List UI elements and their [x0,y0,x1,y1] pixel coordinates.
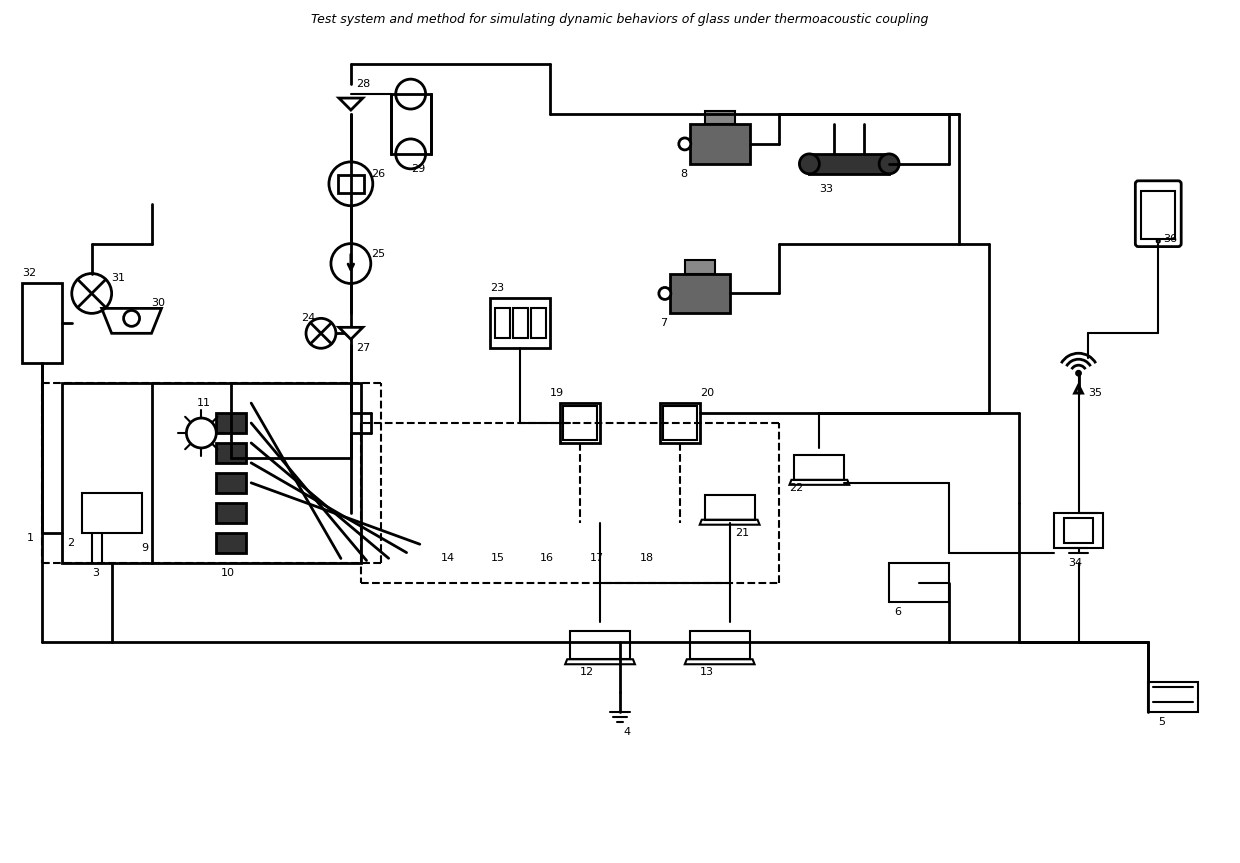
Bar [22,283,62,363]
Bar [889,563,949,602]
Text: 13: 13 [699,667,714,677]
Bar [496,308,511,338]
Polygon shape [339,98,363,110]
Bar [689,124,750,164]
Text: 17: 17 [590,552,604,563]
Bar [1148,682,1198,712]
Bar [810,154,889,173]
Text: 3: 3 [92,568,99,577]
Bar [339,174,363,192]
Text: 16: 16 [541,552,554,563]
Circle shape [678,138,691,150]
Bar [795,456,844,480]
Text: 19: 19 [551,388,564,398]
Text: 32: 32 [22,268,36,279]
Polygon shape [339,327,363,339]
Text: 7: 7 [660,318,667,328]
Text: 28: 28 [356,79,370,89]
Text: 23: 23 [490,283,505,293]
Bar [62,383,361,563]
Text: 21: 21 [734,527,749,538]
Bar [704,495,755,520]
Text: 36: 36 [1163,234,1177,243]
Bar [560,403,600,443]
Bar [704,110,734,124]
Text: 2: 2 [67,538,74,548]
Text: 26: 26 [371,169,384,179]
Circle shape [658,287,671,299]
Polygon shape [1075,385,1083,394]
Text: 25: 25 [371,249,384,259]
Bar [1064,518,1094,543]
Text: 5: 5 [1158,717,1166,727]
Text: 8: 8 [680,169,687,179]
Text: 12: 12 [580,667,594,677]
Text: 24: 24 [301,313,315,324]
Text: 18: 18 [640,552,653,563]
Bar [216,473,247,493]
Text: 34: 34 [1069,557,1083,568]
Text: 4: 4 [622,727,630,737]
Bar [216,503,247,523]
Text: 29: 29 [410,164,425,173]
Bar [1054,513,1104,548]
Text: 6: 6 [894,608,901,617]
Text: 15: 15 [490,552,505,563]
Bar [531,308,547,338]
Text: 9: 9 [141,543,149,552]
Bar [216,532,247,552]
Text: 1: 1 [27,532,33,543]
Bar [663,406,697,440]
Circle shape [1076,371,1080,375]
Bar [689,632,750,659]
Bar [660,403,699,443]
Text: 30: 30 [151,299,165,308]
Text: 27: 27 [356,343,370,353]
FancyBboxPatch shape [1136,181,1182,247]
Circle shape [800,154,820,173]
Bar [570,632,630,659]
Text: 11: 11 [196,398,211,408]
Bar [513,308,528,338]
Bar [216,443,247,463]
Text: 20: 20 [699,388,714,398]
Text: 14: 14 [440,552,455,563]
Bar [82,493,141,532]
Bar [670,274,729,313]
Bar [490,299,551,349]
Text: 35: 35 [1089,388,1102,398]
Text: 33: 33 [820,184,833,194]
Text: Test system and method for simulating dynamic behaviors of glass under thermoaco: Test system and method for simulating dy… [311,13,929,26]
Text: 31: 31 [112,274,125,283]
Bar [684,261,714,274]
Text: 10: 10 [221,568,236,577]
Bar [391,94,430,154]
Bar [216,413,247,433]
Text: 22: 22 [790,482,804,493]
Bar [563,406,598,440]
Bar [1141,191,1176,239]
Circle shape [879,154,899,173]
